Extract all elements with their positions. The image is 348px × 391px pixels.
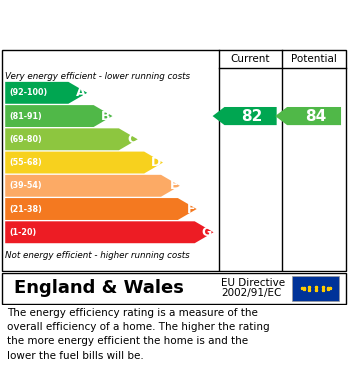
Text: D: D <box>151 156 161 169</box>
Polygon shape <box>5 105 112 127</box>
Text: 84: 84 <box>305 109 326 124</box>
Text: (81-91): (81-91) <box>9 111 42 120</box>
Text: Current: Current <box>231 54 270 64</box>
Text: 2002/91/EC: 2002/91/EC <box>221 288 281 298</box>
Text: 82: 82 <box>241 109 263 124</box>
Polygon shape <box>5 175 180 197</box>
Text: A: A <box>76 86 86 99</box>
Text: EU Directive: EU Directive <box>221 278 285 289</box>
Bar <box>292 276 339 301</box>
Text: F: F <box>187 203 195 215</box>
Text: England & Wales: England & Wales <box>14 279 184 298</box>
Text: G: G <box>201 226 212 239</box>
Text: (69-80): (69-80) <box>9 135 42 144</box>
Text: (21-38): (21-38) <box>9 204 42 213</box>
Text: Not energy efficient - higher running costs: Not energy efficient - higher running co… <box>5 251 190 260</box>
Text: B: B <box>101 109 111 122</box>
Text: (92-100): (92-100) <box>9 88 48 97</box>
Polygon shape <box>5 82 87 104</box>
Polygon shape <box>5 198 197 220</box>
Text: (55-68): (55-68) <box>9 158 42 167</box>
Text: Energy Efficiency Rating: Energy Efficiency Rating <box>10 20 232 34</box>
Polygon shape <box>5 128 138 150</box>
Text: Very energy efficient - lower running costs: Very energy efficient - lower running co… <box>5 72 190 81</box>
Text: (1-20): (1-20) <box>9 228 37 237</box>
Polygon shape <box>5 221 214 243</box>
Text: The energy efficiency rating is a measure of the
overall efficiency of a home. T: The energy efficiency rating is a measur… <box>7 308 270 361</box>
Text: E: E <box>169 179 178 192</box>
Polygon shape <box>213 107 277 125</box>
Polygon shape <box>5 152 163 174</box>
Polygon shape <box>275 107 341 125</box>
Text: Potential: Potential <box>291 54 337 64</box>
Text: C: C <box>127 133 136 146</box>
Text: (39-54): (39-54) <box>9 181 42 190</box>
